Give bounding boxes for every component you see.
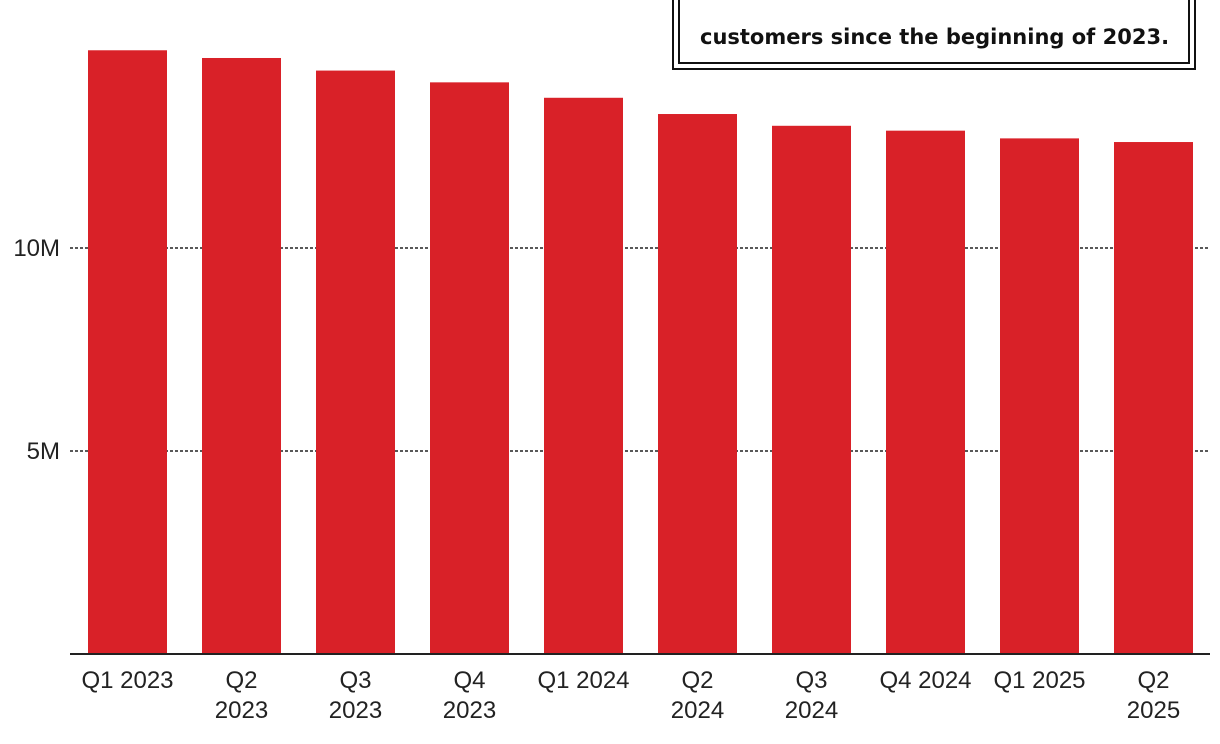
- x-tick-label: Q1 2023: [81, 667, 173, 694]
- y-tick-labels: 5M 10M: [13, 235, 60, 465]
- callout-inner-frame: customers since the beginning of 2023.: [678, 0, 1190, 64]
- bar: [886, 130, 965, 654]
- x-tick-label: Q4 2023: [443, 667, 496, 724]
- x-tick-label: Q1 2025: [993, 667, 1085, 694]
- x-tick-label: Q2 2023: [215, 667, 268, 724]
- x-tick-label: Q4 2024: [879, 667, 971, 694]
- x-tick-label: Q3 2023: [329, 667, 382, 724]
- x-tick-label: Q3 2024: [785, 667, 838, 724]
- bar: [1114, 142, 1193, 654]
- callout-box: customers since the beginning of 2023.: [672, 0, 1196, 70]
- bars: [88, 50, 1193, 655]
- x-tick-label: Q1 2024: [537, 667, 629, 694]
- bar: [772, 125, 851, 654]
- x-tick-label: Q2 2024: [671, 667, 724, 724]
- bar: [544, 97, 623, 654]
- bar: [1000, 138, 1079, 654]
- bar: [202, 57, 281, 654]
- x-tick-label: Q2 2025: [1127, 667, 1180, 724]
- callout-text: customers since the beginning of 2023.: [700, 25, 1170, 49]
- bar: [88, 50, 167, 654]
- y-tick-label: 5M: [27, 438, 60, 465]
- bar: [430, 82, 509, 655]
- bar: [658, 114, 737, 654]
- x-tick-labels: Q1 2023 Q2 2023 Q3 2023 Q4 2023 Q1 2024 Q2 2024 Q3…: [81, 667, 1180, 724]
- y-tick-label: 10M: [13, 235, 60, 262]
- bar: [316, 70, 395, 654]
